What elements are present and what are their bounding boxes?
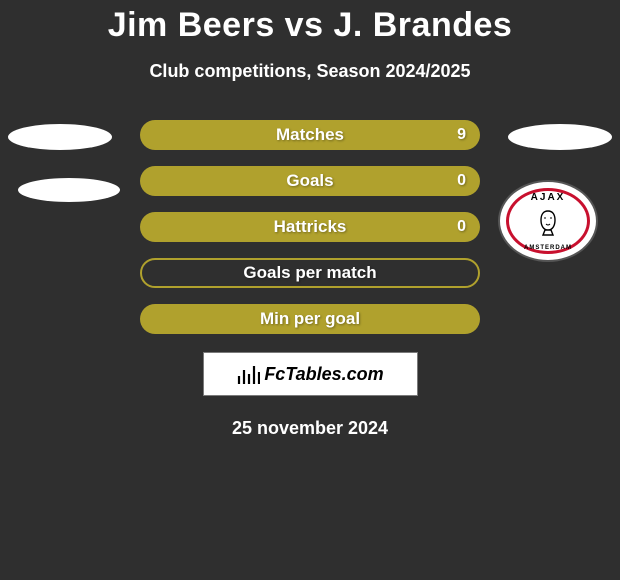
stat-row-goals: Goals 0 <box>140 166 480 196</box>
stat-label: Matches <box>276 125 344 145</box>
left-player-portrait-placeholder <box>18 178 120 202</box>
stat-value: 0 <box>457 218 466 236</box>
stat-value: 9 <box>457 126 466 144</box>
bars-icon <box>236 364 260 384</box>
stat-label: Min per goal <box>260 309 360 329</box>
brand-inner: FcTables.com <box>236 364 383 385</box>
badge-bottom-text: AMSTERDAM <box>524 245 572 251</box>
stat-value: 0 <box>457 172 466 190</box>
right-club-badge: AJAX AMSTERDAM <box>498 180 598 262</box>
stat-row-min-per-goal: Min per goal <box>140 304 480 334</box>
subtitle: Club competitions, Season 2024/2025 <box>0 61 620 82</box>
stat-label: Goals per match <box>243 263 376 283</box>
page-title: Jim Beers vs J. Brandes <box>0 6 620 45</box>
brand-link[interactable]: FcTables.com <box>203 352 418 396</box>
stat-label: Goals <box>286 171 333 191</box>
brand-text: FcTables.com <box>264 364 383 385</box>
stat-label: Hattricks <box>274 217 347 237</box>
stat-row-goals-per-match: Goals per match <box>140 258 480 288</box>
snapshot-date: 25 november 2024 <box>0 418 620 439</box>
stat-row-hattricks: Hattricks 0 <box>140 212 480 242</box>
stat-row-matches: Matches 9 <box>140 120 480 150</box>
badge-top-text: AJAX <box>531 192 566 203</box>
ajax-head-icon <box>533 208 563 238</box>
left-player-badge-placeholder <box>8 124 112 150</box>
right-player-badge-placeholder <box>508 124 612 150</box>
